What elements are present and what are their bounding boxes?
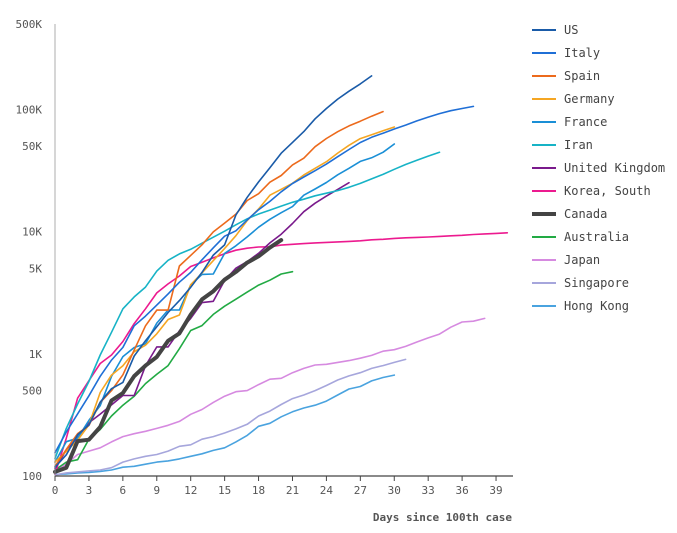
y-tick-label: 500 [22,385,42,398]
x-tick-label: 9 [153,484,160,497]
x-tick-label: 18 [252,484,265,497]
y-tick-label: 500K [16,18,43,31]
legend-label-france: France [564,115,607,129]
legend-label-germany: Germany [564,92,615,106]
y-tick-label: 5K [29,262,43,275]
series-line-iran [54,151,441,460]
legend-label-us: US [564,23,578,37]
y-tick-label: 100 [22,470,42,483]
legend-label-spain: Spain [564,69,600,83]
axes [54,24,513,477]
series-line-singapore [54,358,407,476]
x-tick-label: 33 [422,484,435,497]
series-line-germany [54,126,396,463]
y-axis-ticks: 100 500 1K 5K 10K 50K 100K 500K [16,18,43,483]
y-tick-label: 1K [29,348,43,361]
x-tick-label: 0 [52,484,59,497]
x-tick-label: 39 [489,484,502,497]
series-line-spain [54,110,384,468]
y-tick-label: 10K [22,226,42,239]
legend-label-iran: Iran [564,138,593,152]
x-tick-label: 30 [388,484,401,497]
x-tick-label: 12 [184,484,197,497]
x-tick-label: 36 [455,484,468,497]
x-tick-label: 6 [120,484,127,497]
legend: US Italy Spain Germany France Iran United King… [532,23,665,313]
legend-label-italy: Italy [564,46,600,60]
series-line-canada [53,238,284,474]
x-tick-label: 27 [354,484,367,497]
series-line-japan [54,317,486,472]
y-tick-label: 100K [16,103,43,116]
x-axis-title: Days since 100th case [373,511,512,524]
series-line-hong-kong [54,374,396,476]
x-axis-ticks: 0 3 6 9 12 15 18 21 24 27 30 33 36 39 [52,476,503,497]
legend-label-united-kingdom: United Kingdom [564,161,665,175]
legend-label-canada: Canada [564,207,607,221]
series-line-us [54,75,373,468]
legend-label-hong-kong: Hong Kong [564,299,629,313]
x-tick-label: 3 [86,484,93,497]
series-line-italy [54,105,475,454]
series-line-korea-south [54,232,509,475]
plot-lines [53,75,509,476]
legend-label-australia: Australia [564,230,629,244]
x-tick-label: 21 [286,484,299,497]
x-tick-label: 15 [218,484,231,497]
legend-label-singapore: Singapore [564,276,629,290]
y-tick-label: 50K [22,140,42,153]
x-tick-label: 24 [320,484,334,497]
legend-label-japan: Japan [564,253,600,267]
legend-label-korea-south: Korea, South [564,184,651,198]
